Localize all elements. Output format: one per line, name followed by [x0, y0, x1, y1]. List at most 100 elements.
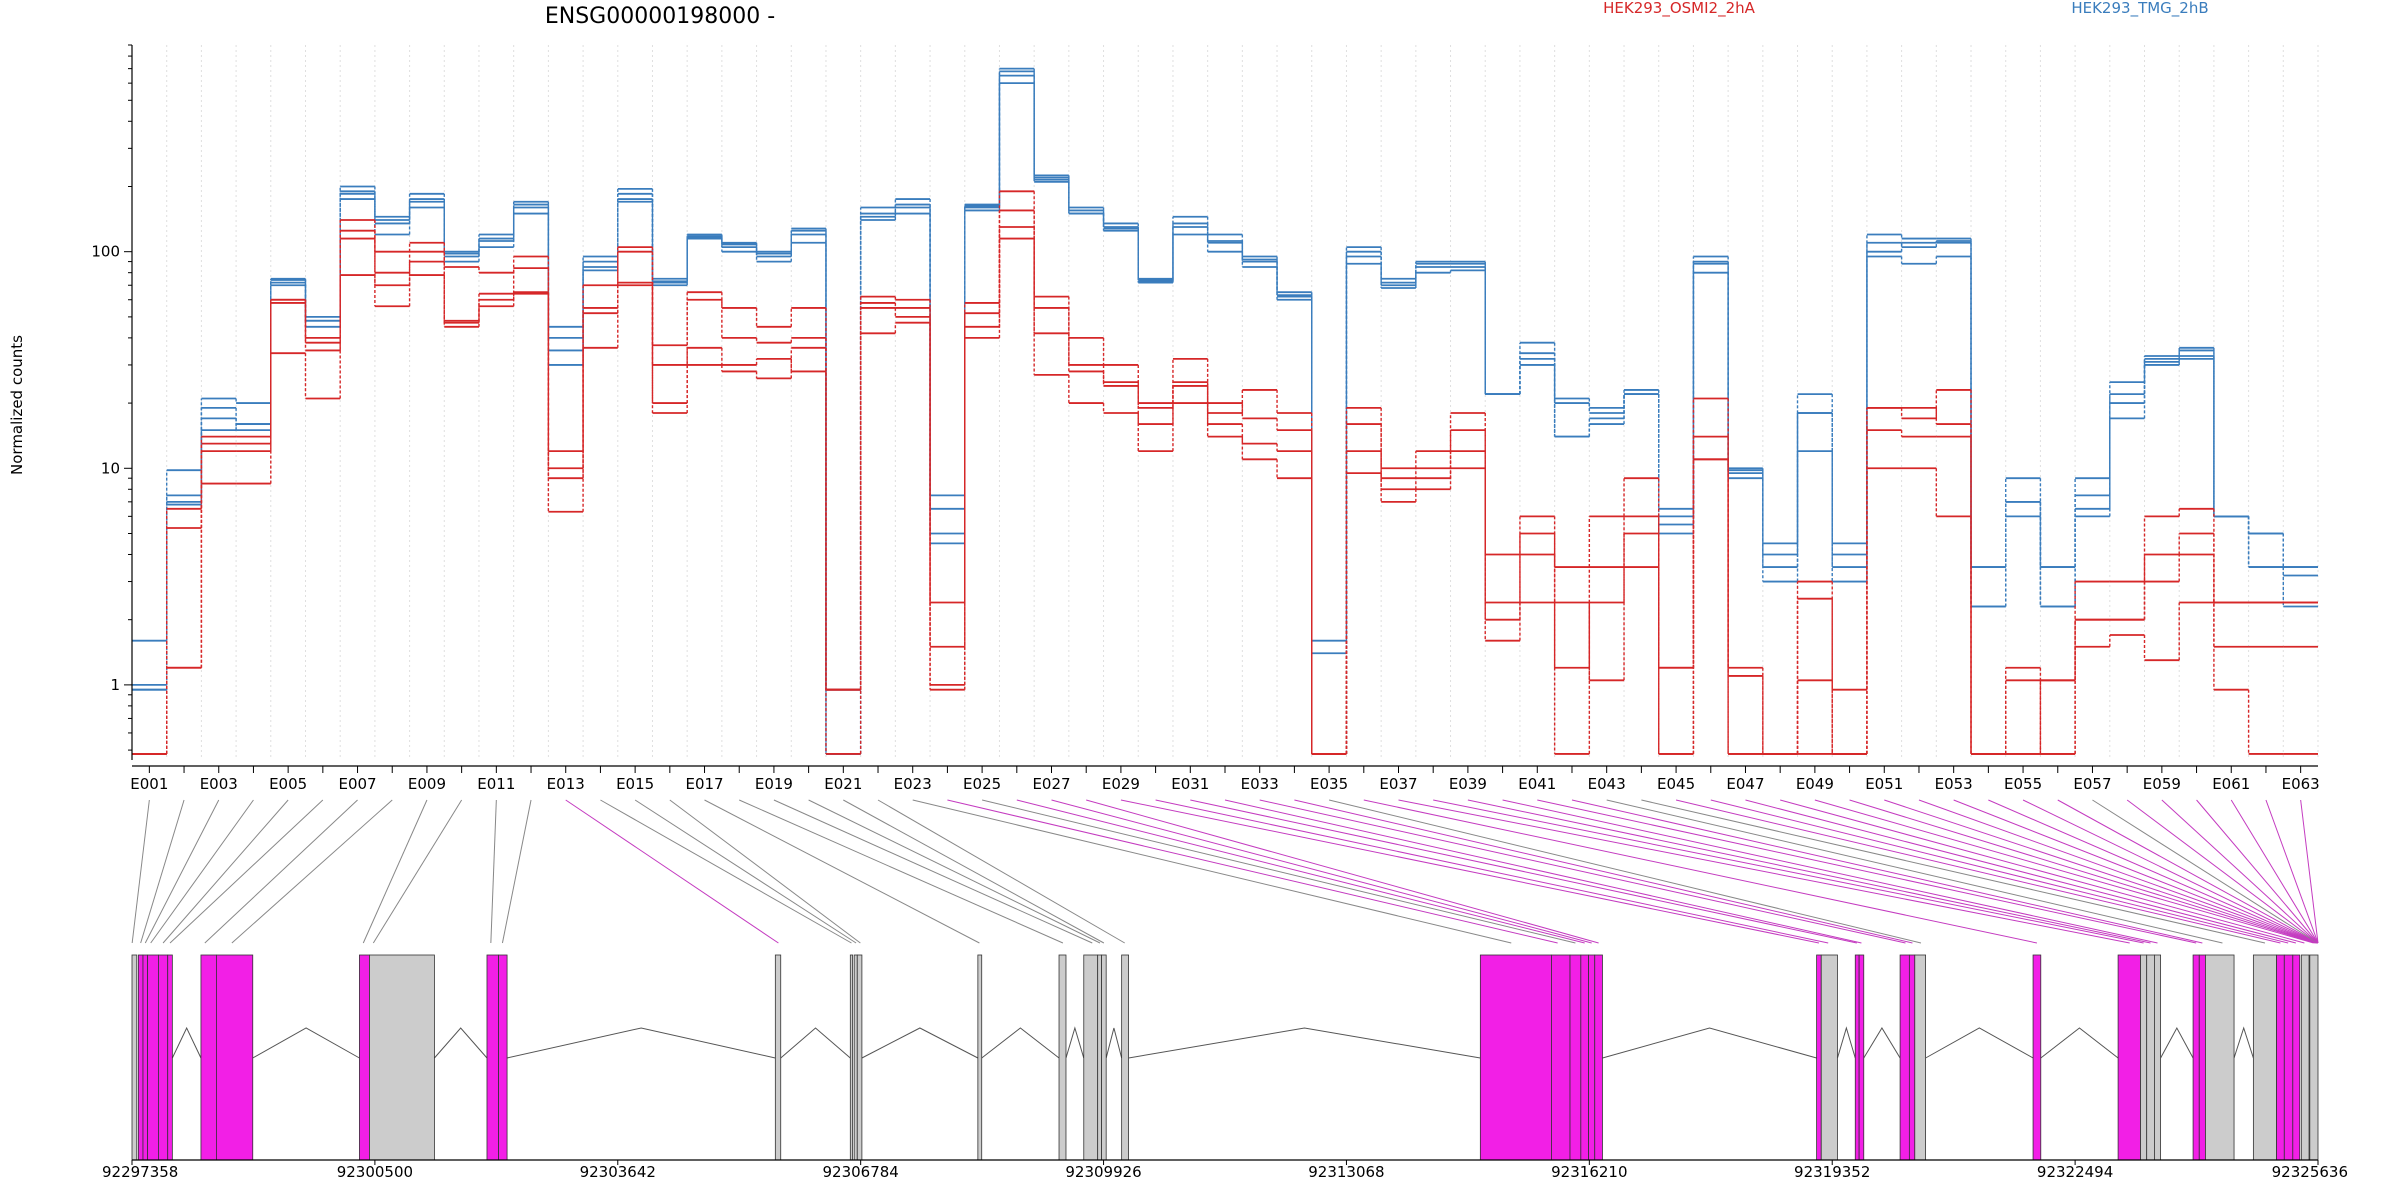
exon-connector: [490, 799, 497, 944]
intron-line: [780, 1027, 851, 1059]
exon-connector: [2057, 799, 2318, 944]
exon-connector: [131, 799, 150, 944]
exon-connector: [1294, 799, 1913, 944]
exon-tick-label: E049: [1796, 775, 1834, 793]
exon-tick-label: E017: [685, 775, 723, 793]
genomic-tick-label: 92297358: [102, 1163, 178, 1181]
highlighted-exon-block: [1854, 954, 1860, 1161]
exon-connector: [1537, 799, 2197, 944]
genomic-tick-label: 92316210: [1551, 1163, 1627, 1181]
highlighted-exon-block: [1908, 954, 1916, 1161]
chart-title: ENSG00000198000 -: [545, 4, 775, 29]
intron-line: [1863, 1027, 1901, 1059]
exon-tick-label: E033: [1241, 775, 1279, 793]
exon-connector: [1051, 799, 1592, 944]
intron-line: [1602, 1027, 1817, 1059]
highlighted-exon-block: [1569, 954, 1582, 1161]
exon-tick-label: E055: [2004, 775, 2042, 793]
exon-connector: [1675, 799, 2281, 944]
exon-block: [2154, 954, 2162, 1161]
intron-line: [1065, 1026, 1085, 1059]
highlighted-exon-block: [137, 954, 144, 1161]
exon-axis: E001 E003 E005 E007 E009 E011 E013 E015 E017 E019…: [130, 765, 2320, 793]
highlighted-exon-block: [1551, 954, 1571, 1161]
exon-tick-label: E041: [1518, 775, 1556, 793]
exon-block: [853, 954, 858, 1161]
intron-line: [1128, 1027, 1481, 1059]
exon-block: [2205, 954, 2235, 1161]
exon-tick-label: E059: [2143, 775, 2181, 793]
exon-block: [2309, 954, 2319, 1161]
exon-connector: [600, 799, 852, 944]
exon-connector: [704, 799, 980, 944]
exon-block: [1083, 954, 1099, 1161]
exon-tick-label: E003: [200, 775, 238, 793]
highlighted-exon-block: [200, 954, 217, 1161]
exon-connector: [204, 799, 358, 944]
intron-line: [506, 1027, 776, 1059]
series-8: [132, 226, 2318, 755]
intron-line: [252, 1027, 360, 1059]
series-7: [132, 237, 2318, 755]
exon-tick-label: E025: [963, 775, 1001, 793]
exon-connector: [1710, 799, 2289, 944]
exon-tick-label: E011: [477, 775, 515, 793]
exon-tick-label: E037: [1379, 775, 1417, 793]
intron-line: [981, 1027, 1060, 1059]
exon-connector: [1433, 799, 2144, 944]
exon-connector: [843, 799, 1105, 944]
exon-tick-label: E039: [1449, 775, 1487, 793]
highlighted-exon-block: [2117, 954, 2141, 1161]
exon-connector: [2161, 799, 2319, 944]
intron-line: [861, 1027, 979, 1059]
exon-connectors: [131, 799, 2319, 944]
exon-connector: [362, 799, 428, 944]
exon-connector: [150, 799, 254, 944]
exon-tick-label: E047: [1726, 775, 1764, 793]
y-axis: 1 10 100: [91, 44, 133, 760]
exon-connector: [1988, 799, 2318, 944]
exon-connector: [981, 799, 1576, 944]
y-tick-label: 10: [101, 459, 120, 477]
exon-connector: [1016, 799, 1585, 944]
exon-tick-label: E031: [1171, 775, 1209, 793]
exon-connector: [739, 799, 1064, 944]
highlighted-exon-block: [486, 954, 499, 1161]
exon-block: [2252, 954, 2277, 1161]
series-2: [132, 74, 2318, 755]
series-3: [132, 82, 2318, 755]
exon-connector: [1155, 799, 1829, 944]
exon-connector: [1814, 799, 2314, 944]
genomic-tick-label: 92313068: [1308, 1163, 1384, 1181]
highlighted-exon-block: [1588, 954, 1596, 1161]
highlighted-exon-block: [2276, 954, 2285, 1161]
exon-connector: [2196, 799, 2319, 944]
exon-connector: [501, 799, 532, 944]
exon-connector: [1849, 799, 2316, 944]
exon-connector: [231, 799, 393, 944]
series-6: [132, 209, 2318, 755]
legend-entry-tmg: HEK293_TMG_2hB: [2071, 0, 2208, 18]
exon-tick-label: E013: [547, 775, 585, 793]
exon-connector: [773, 799, 1093, 944]
exon-connector: [808, 799, 1101, 944]
intron-line: [1836, 1026, 1856, 1059]
exon-block: [1121, 954, 1130, 1161]
highlighted-exon-block: [1816, 954, 1822, 1161]
exon-tick-label: E029: [1102, 775, 1140, 793]
exon-connector: [565, 799, 779, 944]
exon-block: [856, 954, 863, 1161]
exon-block: [1058, 954, 1067, 1161]
y-axis-label: Normalized counts: [8, 335, 26, 475]
highlighted-exon-block: [147, 954, 159, 1161]
exon-connector: [2300, 799, 2319, 944]
exon-tick-label: E027: [1032, 775, 1070, 793]
exon-tick-label: E005: [269, 775, 307, 793]
exon-block: [849, 954, 854, 1161]
legend-entry-osmi2: HEK293_OSMI2_2hA: [1603, 0, 1756, 18]
highlighted-exon-block: [1899, 954, 1910, 1161]
exon-connector: [2022, 799, 2318, 944]
exon-connector: [1328, 799, 1922, 944]
intron-line: [434, 1027, 488, 1059]
highlighted-exon-block: [1594, 954, 1603, 1161]
